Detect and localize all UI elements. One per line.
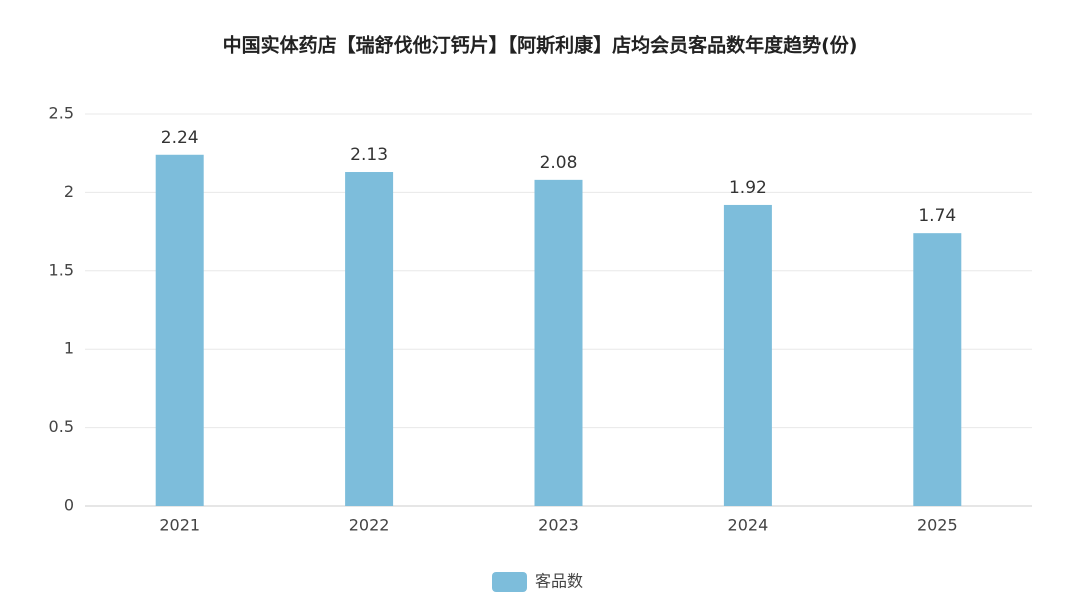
x-tick-label: 2022 (349, 516, 390, 535)
bar (913, 233, 962, 506)
bar (155, 154, 204, 506)
bar (534, 179, 583, 506)
x-tick-label: 2023 (538, 516, 579, 535)
data-label: 2.13 (350, 145, 388, 165)
data-label: 2.08 (540, 153, 578, 173)
x-tick-label: 2024 (728, 516, 769, 535)
y-tick-label: 2.5 (49, 104, 74, 123)
legend-swatch (492, 572, 527, 592)
bar (345, 172, 394, 507)
data-label: 1.92 (729, 178, 767, 198)
y-tick-label: 0 (64, 496, 74, 515)
x-tick-label: 2021 (159, 516, 200, 535)
bar (723, 204, 772, 506)
data-label: 2.24 (161, 128, 199, 148)
legend-label: 客品数 (535, 572, 583, 591)
data-label: 1.74 (918, 206, 956, 226)
y-tick-label: 1 (64, 339, 74, 358)
chart-title: 中国实体药店【瑞舒伐他汀钙片】【阿斯利康】店均会员客品数年度趋势(份) (223, 34, 858, 57)
x-tick-label: 2025 (917, 516, 958, 535)
y-tick-label: 1.5 (49, 260, 74, 279)
y-tick-label: 0.5 (49, 417, 74, 436)
y-tick-label: 2 (64, 182, 74, 201)
